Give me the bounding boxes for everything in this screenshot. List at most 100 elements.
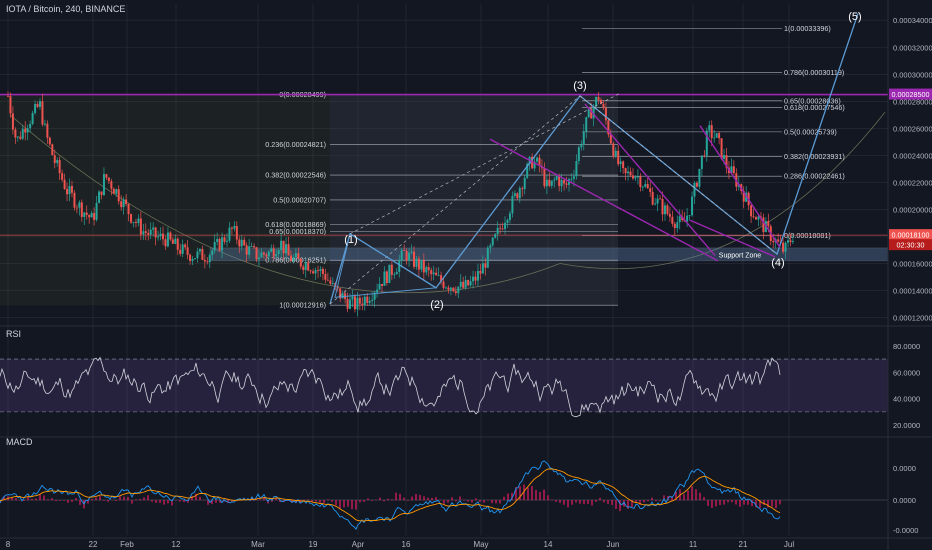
x-tick-label: 11 xyxy=(689,540,698,549)
macd-histogram-bar xyxy=(239,498,241,501)
macd-histogram-bar xyxy=(191,496,193,501)
macd-histogram-bar xyxy=(763,500,765,505)
candle-body xyxy=(476,270,479,281)
candle-body xyxy=(371,299,374,301)
macd-histogram-bar xyxy=(731,500,733,503)
candle-body xyxy=(462,281,465,288)
macd-histogram-bar xyxy=(103,500,105,501)
y-tick-label: 0.00024000 xyxy=(893,151,932,160)
candle-body xyxy=(459,281,462,287)
candle-body xyxy=(253,246,256,248)
candle-body xyxy=(157,236,160,238)
macd-histogram-bar xyxy=(503,496,505,501)
fib-level-label: 0.236(0.00024821) xyxy=(265,140,326,149)
grid xyxy=(0,4,888,535)
macd-histogram-bar xyxy=(43,495,45,501)
candle-body xyxy=(353,296,356,310)
candle-body xyxy=(688,215,691,217)
candle-body xyxy=(663,205,666,215)
fib-level-label: 1(0.00033396) xyxy=(784,24,831,33)
macd-histogram-bar xyxy=(687,490,689,501)
fib-level-label: 0.382(0.00023931) xyxy=(784,152,845,161)
macd-histogram-bar xyxy=(139,498,141,501)
macd-histogram-bar xyxy=(491,500,493,504)
macd-histogram-bar xyxy=(307,499,309,501)
candle-body xyxy=(120,201,123,208)
candle-body xyxy=(257,257,260,260)
candle-body xyxy=(73,192,76,208)
candle-body xyxy=(691,196,694,216)
candle-body xyxy=(159,233,162,237)
candle-body xyxy=(184,244,187,248)
candle-body xyxy=(221,237,224,251)
macd-histogram-bar xyxy=(559,500,561,503)
candle-body xyxy=(742,191,745,202)
macd-histogram-bar xyxy=(411,496,413,501)
macd-histogram-bar xyxy=(315,500,317,502)
candle-body xyxy=(356,297,359,310)
macd-histogram-bar xyxy=(379,497,381,501)
macd-histogram-bar xyxy=(527,487,529,501)
candle-body xyxy=(169,232,172,240)
candle-body xyxy=(102,174,105,195)
candle-body xyxy=(368,300,371,303)
fib-region-1a xyxy=(0,94,330,306)
macd-histogram-bar xyxy=(435,497,437,501)
macd-histogram-bar xyxy=(507,493,509,501)
candle-body xyxy=(454,291,457,294)
candle-body xyxy=(412,251,415,267)
candle-body xyxy=(287,244,290,256)
candle-body xyxy=(16,136,19,138)
candle-body xyxy=(587,109,590,118)
triangle-pattern xyxy=(334,233,438,298)
candle-body xyxy=(486,247,489,268)
macd-histogram-bar xyxy=(711,500,713,508)
candle-body xyxy=(250,246,253,247)
macd-histogram-bar xyxy=(623,500,625,507)
candle-body xyxy=(671,216,674,224)
macd-histogram-bar xyxy=(463,499,465,501)
macd-histogram-bar xyxy=(579,500,581,504)
macd-histogram-bar xyxy=(583,500,585,505)
candle-body xyxy=(422,260,425,273)
candle-body xyxy=(299,258,302,267)
candle-body xyxy=(651,192,654,205)
candle-body xyxy=(661,198,664,215)
macd-histogram-bar xyxy=(751,500,753,507)
macd-histogram-bar xyxy=(459,496,461,501)
candle-body xyxy=(326,279,329,281)
candle-body xyxy=(329,280,332,284)
candle-body xyxy=(656,198,659,204)
macd-histogram-bar xyxy=(415,493,417,501)
candle-body xyxy=(437,275,440,276)
macd-histogram-bar xyxy=(675,491,677,501)
candle-body xyxy=(90,213,93,218)
price-series xyxy=(7,91,794,317)
macd-histogram-bar xyxy=(319,500,321,504)
candle-body xyxy=(457,286,460,294)
macd-histogram-bar xyxy=(719,500,721,506)
candle-body xyxy=(484,263,487,268)
candle-body xyxy=(238,239,241,247)
macd-histogram-bar xyxy=(55,500,57,502)
candle-body xyxy=(786,240,789,243)
macd-histogram-bar xyxy=(291,500,293,503)
candle-body xyxy=(307,262,310,271)
macd-histogram-bar xyxy=(47,499,49,501)
macd-histogram-bar xyxy=(695,489,697,501)
macd-histogram-bar xyxy=(659,500,661,501)
macd-histogram-bar xyxy=(371,500,373,501)
fib-level-label: 0.5(0.00020707) xyxy=(273,195,326,204)
fib-level-label: 0.786(0.00016251) xyxy=(265,256,326,265)
candle-body xyxy=(38,101,41,107)
macd-histogram-bar xyxy=(739,500,741,507)
macd-histogram-bar xyxy=(779,500,781,505)
candle-body xyxy=(545,179,548,187)
macd-histogram-bar xyxy=(735,500,737,505)
candle-body xyxy=(341,293,344,299)
macd-histogram-bar xyxy=(303,499,305,501)
candle-body xyxy=(784,242,787,252)
dashed-channel-line xyxy=(349,92,621,235)
